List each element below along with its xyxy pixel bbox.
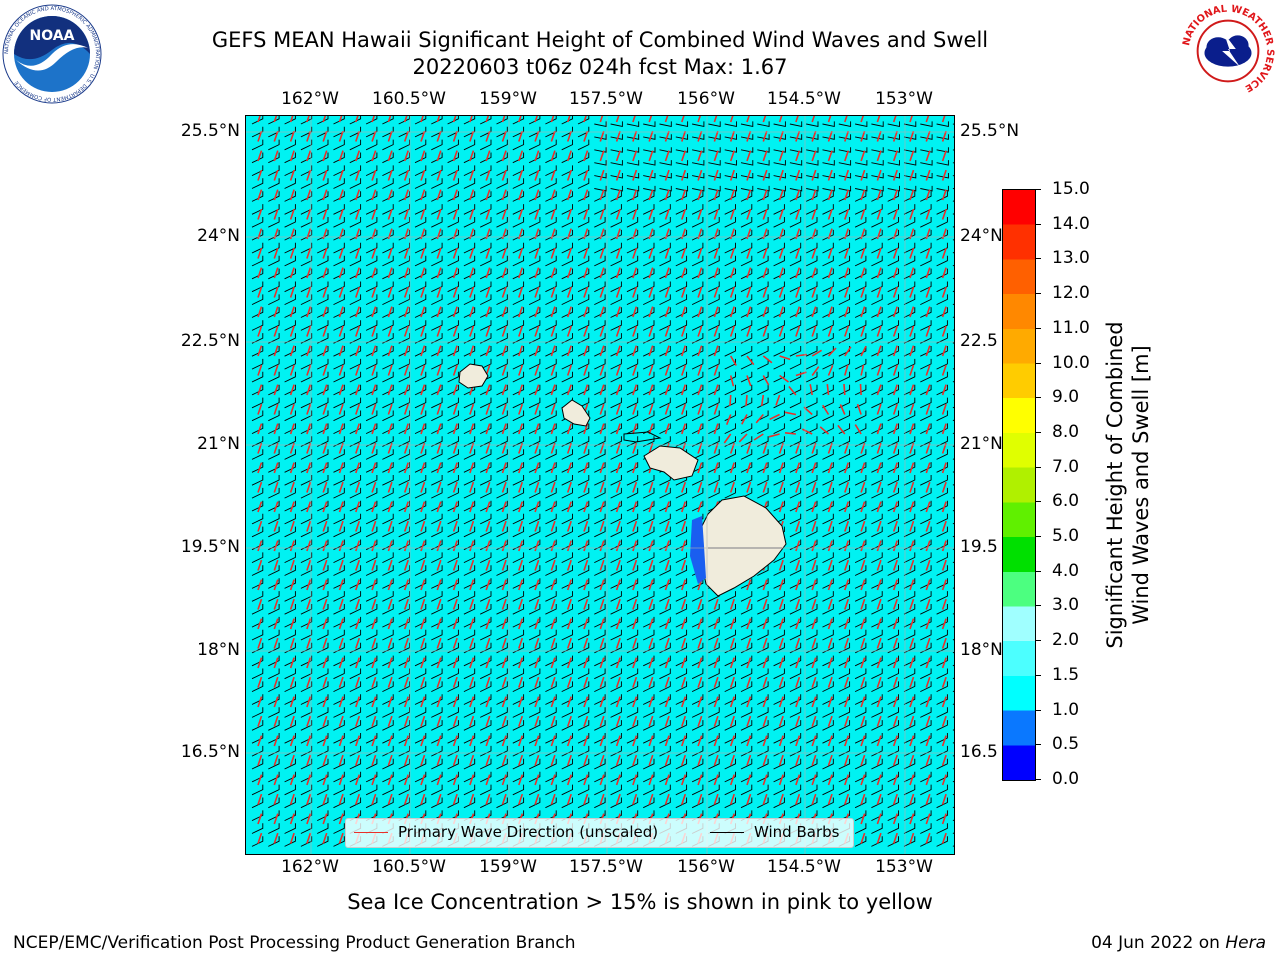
colorbar-tick bbox=[1035, 293, 1041, 295]
colorbar-tick-label: 4.0 bbox=[1052, 560, 1080, 581]
colorbar-tick-label: 12.0 bbox=[1052, 283, 1090, 304]
island-oahu bbox=[561, 399, 591, 427]
lat-label-left: 16.5°N bbox=[180, 742, 240, 762]
lon-label-top: 157.5°W bbox=[569, 89, 643, 109]
lon-label-bottom: 159°W bbox=[479, 857, 537, 877]
lon-label-top: 153°W bbox=[875, 89, 933, 109]
colorbar-tick bbox=[1035, 431, 1041, 433]
lat-label-left: 19.5°N bbox=[180, 537, 240, 557]
colorbar-tick-label: 6.0 bbox=[1052, 491, 1080, 512]
colorbar-tick bbox=[1035, 779, 1041, 780]
noaa-logo-text: NOAA bbox=[30, 28, 75, 44]
lat-label-right: 18°N bbox=[960, 640, 1003, 660]
lat-label-left: 21°N bbox=[197, 434, 240, 454]
footer-producer: NCEP/EMC/Verification Post Processing Pr… bbox=[13, 933, 576, 953]
island-kauai bbox=[458, 363, 489, 389]
wave-direction-legend-label: Primary Wave Direction (unscaled) bbox=[398, 823, 659, 841]
colorbar-tick-label: 0.0 bbox=[1052, 769, 1080, 789]
nws-logo: NATIONAL WEATHER SERVICE bbox=[1180, 4, 1275, 99]
colorbar-tick bbox=[1035, 605, 1041, 607]
colorbar-tick-label: 13.0 bbox=[1052, 248, 1090, 269]
lon-label-top: 162°W bbox=[281, 89, 339, 109]
hawaii-west-wave-shading bbox=[690, 516, 706, 584]
wave-direction-layer bbox=[257, 116, 947, 844]
colorbar-tick-label: 9.0 bbox=[1052, 387, 1080, 408]
lon-label-top: 159°W bbox=[479, 89, 537, 109]
lon-label-top: 156°W bbox=[677, 89, 735, 109]
map-legend: Primary Wave Direction (unscaled) Wind B… bbox=[345, 818, 854, 848]
lat-label-right: 22.5 bbox=[960, 331, 998, 351]
lat-label-right: 25.5°N bbox=[960, 121, 1020, 141]
lon-label-bottom: 156°W bbox=[677, 857, 735, 877]
colorbar-tick bbox=[1035, 397, 1041, 399]
colorbar-tick bbox=[1035, 466, 1041, 468]
colorbar-tick bbox=[1035, 189, 1041, 190]
lon-label-bottom: 160.5°W bbox=[372, 857, 446, 877]
colorbar-tick bbox=[1035, 744, 1041, 746]
lat-label-left: 25.5°N bbox=[180, 121, 240, 141]
colorbar-tick bbox=[1035, 501, 1041, 503]
lon-label-bottom: 154.5°W bbox=[767, 857, 841, 877]
noaa-logo: NATIONAL OCEANIC AND ATMOSPHERIC ADMINIS… bbox=[2, 4, 102, 104]
colorbar-tick-label: 7.0 bbox=[1052, 456, 1080, 477]
colorbar-tick-label: 15.0 bbox=[1052, 179, 1090, 199]
island-molokai bbox=[623, 431, 662, 443]
map-gridlines bbox=[246, 116, 954, 854]
islands-layer bbox=[458, 363, 787, 597]
colorbar-tick-label: 5.0 bbox=[1052, 526, 1080, 547]
colorbar-tick-label: 10.0 bbox=[1052, 352, 1090, 373]
lon-label-top: 154.5°W bbox=[767, 89, 841, 109]
colorbar-tick-label: 8.0 bbox=[1052, 421, 1080, 442]
colorbar-tick-label: 0.5 bbox=[1052, 734, 1080, 755]
lon-label-bottom: 153°W bbox=[875, 857, 933, 877]
lat-label-right: 19.5 bbox=[960, 537, 998, 557]
colorbar-tick-label: 14.0 bbox=[1052, 213, 1090, 234]
colorbar-tick-label: 11.0 bbox=[1052, 317, 1090, 338]
lat-label-left: 18°N bbox=[197, 640, 240, 660]
lon-label-bottom: 162°W bbox=[281, 857, 339, 877]
colorbar-tick bbox=[1035, 674, 1041, 676]
colorbar-tick-label: 1.5 bbox=[1052, 664, 1080, 685]
colorbar-tick bbox=[1035, 362, 1041, 364]
colorbar-tick bbox=[1035, 258, 1041, 260]
colorbar-tick bbox=[1035, 223, 1041, 225]
island-maui bbox=[643, 445, 699, 481]
colorbar-tick bbox=[1035, 709, 1041, 711]
colorbar-tick bbox=[1035, 327, 1041, 329]
colorbar-tick-label: 3.0 bbox=[1052, 595, 1080, 616]
lon-label-bottom: 157.5°W bbox=[569, 857, 643, 877]
sea-ice-note: Sea Ice Concentration > 15% is shown in … bbox=[347, 890, 933, 914]
wave-direction-legend-swatch bbox=[354, 832, 388, 833]
colorbar-tick-label: 1.0 bbox=[1052, 699, 1080, 720]
colorbar-title-line1: Significant Height of Combined bbox=[1103, 321, 1127, 649]
ocean-fill bbox=[246, 116, 954, 854]
map-canvas bbox=[246, 116, 954, 854]
colorbar-title-line2: Wind Waves and Swell [m] bbox=[1129, 345, 1153, 625]
lat-label-right: 24°N bbox=[960, 226, 1003, 246]
map-frame bbox=[245, 115, 955, 855]
colorbar-tick bbox=[1035, 640, 1041, 642]
colorbar-title: Significant Height of Combined Wind Wave… bbox=[1102, 205, 1154, 765]
lat-label-right: 21°N bbox=[960, 434, 1003, 454]
map-subtitle-run: 20220603 t06z 024h fcst Max: 1.67 bbox=[412, 55, 788, 79]
colorbar bbox=[1002, 189, 1036, 781]
wind-barbs-legend-swatch bbox=[710, 832, 744, 833]
lon-label-top: 160.5°W bbox=[372, 89, 446, 109]
footer-host: Hera bbox=[1225, 933, 1266, 953]
lat-label-left: 24°N bbox=[197, 226, 240, 246]
wind-barbs-legend-label: Wind Barbs bbox=[754, 823, 840, 841]
footer-date: 04 Jun 2022 on Hera bbox=[1091, 933, 1266, 953]
map-title: GEFS MEAN Hawaii Significant Height of C… bbox=[211, 28, 989, 52]
lat-label-right: 16.5 bbox=[960, 742, 998, 762]
footer-date-text: 04 Jun 2022 on bbox=[1091, 933, 1226, 953]
colorbar-tick-label: 2.0 bbox=[1052, 630, 1080, 651]
colorbar-tick bbox=[1035, 570, 1041, 572]
colorbar-tick bbox=[1035, 536, 1041, 538]
lat-label-left: 22.5°N bbox=[180, 331, 240, 351]
